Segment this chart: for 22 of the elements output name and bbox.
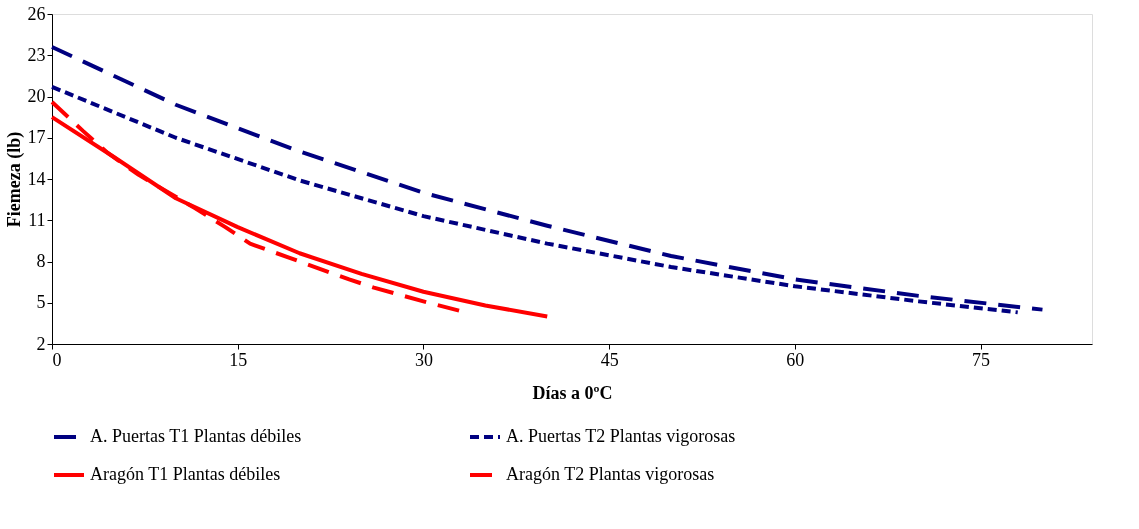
y-tick-label: 8 [36, 251, 46, 271]
y-tick-label: 26 [27, 3, 46, 24]
y-tick-label: 11 [28, 209, 46, 230]
legend-label: A. Puertas T2 Plantas vigorosas [506, 426, 736, 446]
y-tick-label: 5 [36, 292, 46, 313]
x-tick-label: 0 [52, 349, 62, 370]
legend-label: A. Puertas T1 Plantas débiles [90, 426, 302, 446]
x-tick-label: 60 [786, 349, 805, 370]
y-tick-label: 23 [27, 44, 46, 65]
x-tick-label: 45 [600, 349, 619, 370]
y-tick-label: 20 [27, 86, 46, 106]
x-tick-label: 75 [972, 349, 991, 370]
legend-label: Aragón T1 Plantas débiles [90, 464, 281, 484]
y-tick-label: 2 [36, 333, 46, 354]
legend-label: Aragón T2 Plantas vigorosas [506, 464, 715, 484]
x-tick-label: 30 [414, 349, 433, 370]
y-axis-title: Fiemeza (lb) [3, 131, 25, 228]
x-axis-title: Días a 0ºC [532, 382, 613, 403]
y-tick-label: 14 [27, 168, 46, 189]
line-series [50, 45, 1045, 312]
y-tick-label: 17 [27, 127, 46, 148]
x-tick-label: 15 [229, 349, 248, 370]
